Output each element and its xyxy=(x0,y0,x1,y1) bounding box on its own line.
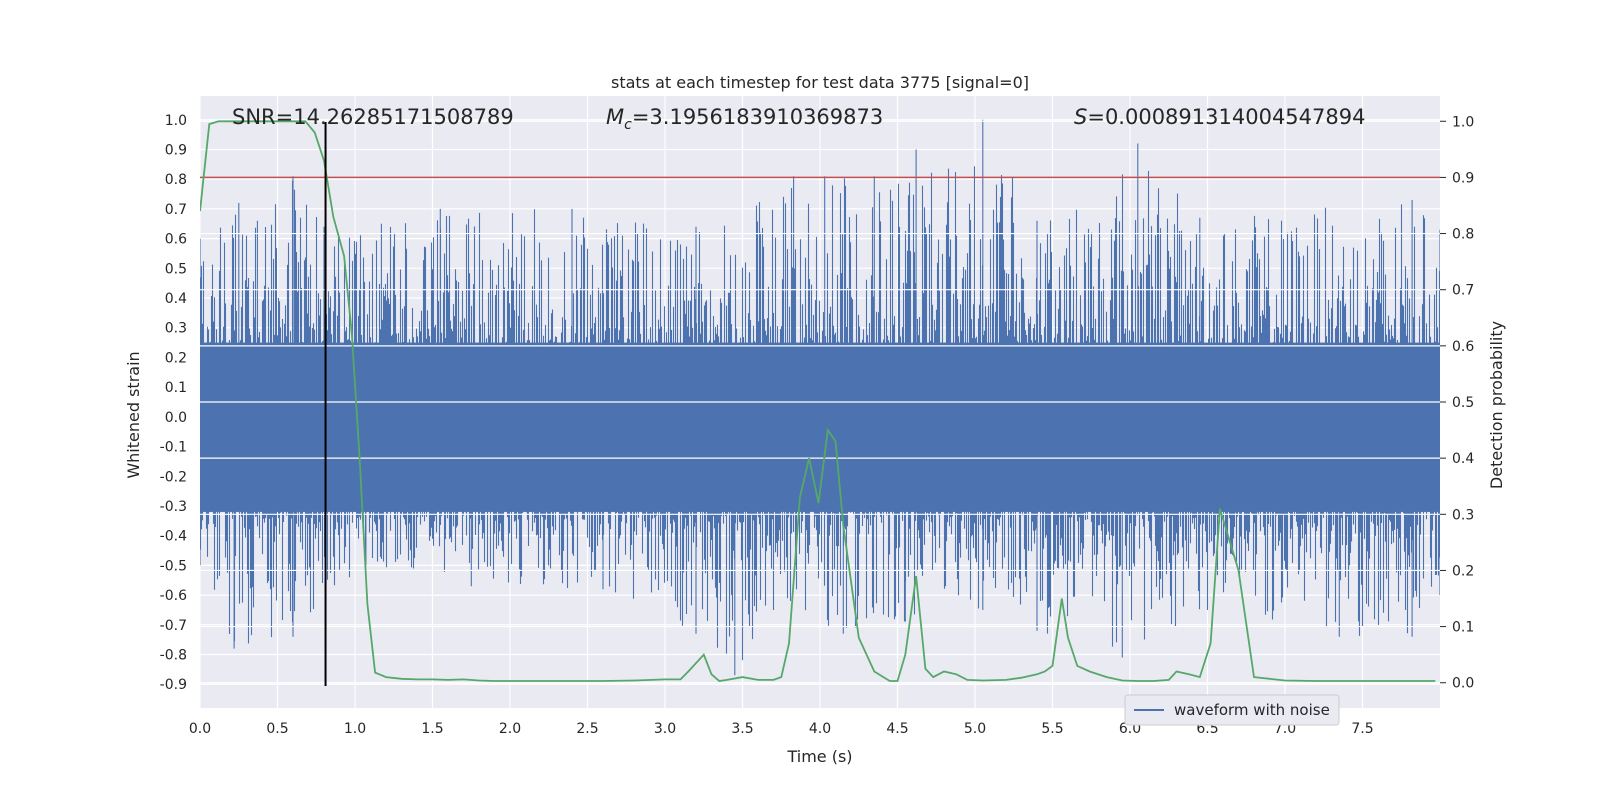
x-tick-labels: 0.0 0.5 1.0 1.5 2.0 2.5 3.0 3.5 4.0 4.5 5.0 5.5 6.0 6… xyxy=(189,721,1374,737)
chart-title: stats at each timestep for test data 377… xyxy=(611,73,1029,92)
y-tick-label: 1.0 xyxy=(165,113,187,129)
probability-line xyxy=(200,120,1436,682)
right-tick-label: 0.0 xyxy=(1452,676,1474,692)
x-tick-label: 0.0 xyxy=(189,721,211,737)
y-tick-label: 0.6 xyxy=(165,232,187,248)
y-tick-label: 0.4 xyxy=(165,291,187,307)
probability-series xyxy=(200,120,1436,682)
right-tick-label: 0.3 xyxy=(1452,507,1474,523)
x-tick-label: 2.0 xyxy=(499,721,521,737)
right-tick-label: 0.1 xyxy=(1452,620,1474,636)
y-tick-label: 0.3 xyxy=(165,321,187,337)
waveform-spikes xyxy=(200,119,1440,676)
right-tick-label: 1.0 xyxy=(1452,114,1474,130)
s-value: =0.000891314004547894 xyxy=(1087,105,1365,129)
right-tick-label: 0.4 xyxy=(1452,451,1474,467)
s-symbol: S xyxy=(1074,105,1087,129)
chirp-mass-symbol: M xyxy=(606,105,624,129)
y-tick-label: -0.1 xyxy=(160,440,187,456)
x-tick-label: 1.5 xyxy=(421,721,443,737)
waveform-series xyxy=(200,119,1440,676)
right-tick-labels: 1.0 0.9 0.8 0.7 0.6 0.5 0.4 0.3 0.2 0.1 0.0 xyxy=(1440,114,1474,692)
y-tick-label: -0.9 xyxy=(160,677,187,693)
legend: waveform with noise xyxy=(1124,694,1340,726)
legend-waveform-label: waveform with noise xyxy=(1174,701,1330,719)
x-axis-label: Time (s) xyxy=(786,747,852,766)
y-axis-label: Whitened strain xyxy=(124,351,143,478)
y-tick-label: -0.7 xyxy=(160,618,187,634)
x-tick-label: 7.5 xyxy=(1351,721,1373,737)
x-tick-label: 5.0 xyxy=(964,721,986,737)
y-tick-label: -0.2 xyxy=(160,469,187,485)
y-tick-label: -0.4 xyxy=(160,529,187,545)
y-tick-label: -0.6 xyxy=(160,588,187,604)
x-tick-label: 4.0 xyxy=(809,721,831,737)
chirp-mass-value: =3.1956183910369873 xyxy=(632,105,883,129)
y-tick-labels: 1.0 0.9 0.8 0.7 0.6 0.5 0.4 0.3 0.2 0.1 0.0 -0.1 -0.… xyxy=(160,113,187,693)
x-tick-label: 4.5 xyxy=(886,721,908,737)
chirp-mass-subscript: c xyxy=(624,117,632,133)
y-tick-label: 0.8 xyxy=(165,172,187,188)
y-tick-label: 0.7 xyxy=(165,202,187,218)
right-tick-label: 0.7 xyxy=(1452,283,1474,299)
y-tick-label: 0.2 xyxy=(165,350,187,366)
x-tick-label: 1.0 xyxy=(344,721,366,737)
x-tick-label: 3.0 xyxy=(654,721,676,737)
y-tick-label: -0.5 xyxy=(160,558,187,574)
y-tick-label: 0.0 xyxy=(165,410,187,426)
y-tick-label: -0.8 xyxy=(160,648,187,664)
x-tick-label: 5.5 xyxy=(1041,721,1063,737)
right-axis-label: Detection probability xyxy=(1487,321,1506,489)
x-tick-label: 2.5 xyxy=(576,721,598,737)
chirp-mass-annotation: Mc=3.1956183910369873 xyxy=(606,105,883,133)
legend-box xyxy=(1124,694,1340,726)
right-tick-label: 0.8 xyxy=(1452,227,1474,243)
right-tick-label: 0.5 xyxy=(1452,395,1474,411)
x-tick-label: 0.5 xyxy=(266,721,288,737)
right-tick-label: 0.9 xyxy=(1452,170,1474,186)
snr-annotation: SNR=14.26285171508789 xyxy=(232,105,514,129)
y-tick-label: -0.3 xyxy=(160,499,187,515)
y-tick-label: 0.9 xyxy=(165,142,187,158)
right-tick-label: 0.2 xyxy=(1452,563,1474,579)
y-tick-label: 0.1 xyxy=(165,380,187,396)
s-annotation: S=0.000891314004547894 xyxy=(1074,105,1365,129)
y-tick-label: 0.5 xyxy=(165,261,187,277)
right-tick-label: 0.6 xyxy=(1452,339,1474,355)
x-tick-label: 3.5 xyxy=(731,721,753,737)
